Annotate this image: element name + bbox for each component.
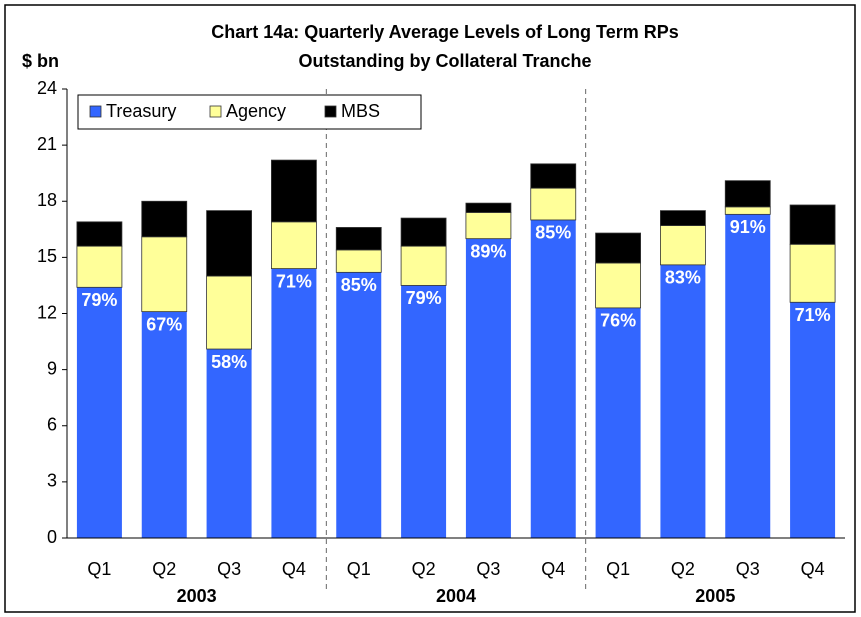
- x-tick-label: Q1: [606, 559, 630, 579]
- bar-segment: [400, 217, 447, 247]
- x-tick-label: Q3: [217, 559, 241, 579]
- share-label: 71%: [276, 271, 312, 291]
- y-tick-label: 18: [37, 190, 57, 210]
- bar-segment: [141, 311, 187, 538]
- bar-segment: [271, 221, 317, 269]
- bar-segment: [530, 187, 577, 221]
- legend-swatch: [324, 105, 337, 118]
- x-tick-label: Q1: [87, 559, 111, 579]
- x-tick-label: Q4: [801, 559, 825, 579]
- group-label: 2004: [436, 586, 476, 606]
- bar-segment: [401, 285, 447, 538]
- bar-segment: [789, 204, 836, 245]
- share-label: 71%: [795, 305, 831, 325]
- bar-segment: [271, 268, 317, 538]
- bar-segment: [595, 232, 641, 264]
- legend-swatch: [209, 105, 222, 118]
- y-tick-label: 24: [37, 78, 57, 98]
- bar-segment: [660, 264, 706, 538]
- bar-segment: [141, 236, 188, 313]
- bar-segment: [660, 225, 706, 266]
- group-label: 2003: [177, 586, 217, 606]
- bar-segment: [271, 159, 317, 223]
- bar-segment: [530, 219, 576, 539]
- y-tick-label: 6: [47, 415, 57, 435]
- bar-segment: [465, 212, 512, 240]
- y-tick-label: 12: [37, 302, 57, 322]
- x-tick-label: Q2: [152, 559, 176, 579]
- share-label: 76%: [600, 311, 636, 331]
- bar-segment: [76, 221, 123, 247]
- share-label: 85%: [535, 223, 571, 243]
- x-tick-label: Q2: [412, 559, 436, 579]
- x-tick-label: Q4: [541, 559, 565, 579]
- share-label: 67%: [146, 314, 182, 334]
- bar-segment: [790, 302, 836, 538]
- bar-segment: [465, 238, 511, 538]
- legend-label: Treasury: [106, 101, 176, 121]
- bar-segment: [206, 210, 252, 277]
- bar-segment: [400, 245, 447, 286]
- y-axis-label: $ bn: [22, 51, 59, 71]
- share-label: 79%: [81, 290, 117, 310]
- chart-title: Chart 14a: Quarterly Average Levels of L…: [211, 22, 678, 42]
- bar-segment: [724, 180, 771, 208]
- x-tick-label: Q2: [671, 559, 695, 579]
- y-tick-label: 15: [37, 246, 57, 266]
- bar-segment: [724, 206, 771, 215]
- bar-segment: [206, 275, 252, 350]
- legend-box: [77, 94, 422, 130]
- share-label: 85%: [341, 275, 377, 295]
- x-tick-label: Q3: [476, 559, 500, 579]
- y-tick-label: 21: [37, 134, 57, 154]
- legend-swatch: [89, 105, 102, 118]
- share-label: 79%: [406, 288, 442, 308]
- bar-segment: [76, 245, 123, 288]
- share-label: 89%: [470, 241, 506, 261]
- x-tick-label: Q3: [736, 559, 760, 579]
- y-tick-label: 3: [47, 471, 57, 491]
- legend-label: MBS: [341, 101, 380, 121]
- bar-segment: [725, 214, 771, 539]
- y-tick-label: 0: [47, 527, 57, 547]
- share-label: 58%: [211, 352, 247, 372]
- bar-segment: [76, 287, 122, 538]
- y-tick-label: 9: [47, 358, 57, 378]
- bar-segment: [530, 163, 577, 189]
- bar-segment: [465, 202, 512, 213]
- bar-segment: [595, 307, 641, 538]
- group-label: 2005: [695, 586, 735, 606]
- bar-segment: [336, 272, 382, 538]
- share-label: 83%: [665, 268, 701, 288]
- bar-segment: [335, 249, 382, 273]
- x-tick-label: Q4: [282, 559, 306, 579]
- bar-segment: [595, 262, 641, 309]
- chart-subtitle: Outstanding by Collateral Tranche: [298, 51, 591, 71]
- share-label: 91%: [730, 217, 766, 237]
- bar-segment: [206, 349, 252, 538]
- x-tick-label: Q1: [347, 559, 371, 579]
- bar-segment: [141, 200, 188, 238]
- legend-label: Agency: [226, 101, 286, 121]
- bar-segment: [660, 210, 706, 226]
- bar-segment: [335, 227, 382, 251]
- bar-segment: [789, 243, 836, 303]
